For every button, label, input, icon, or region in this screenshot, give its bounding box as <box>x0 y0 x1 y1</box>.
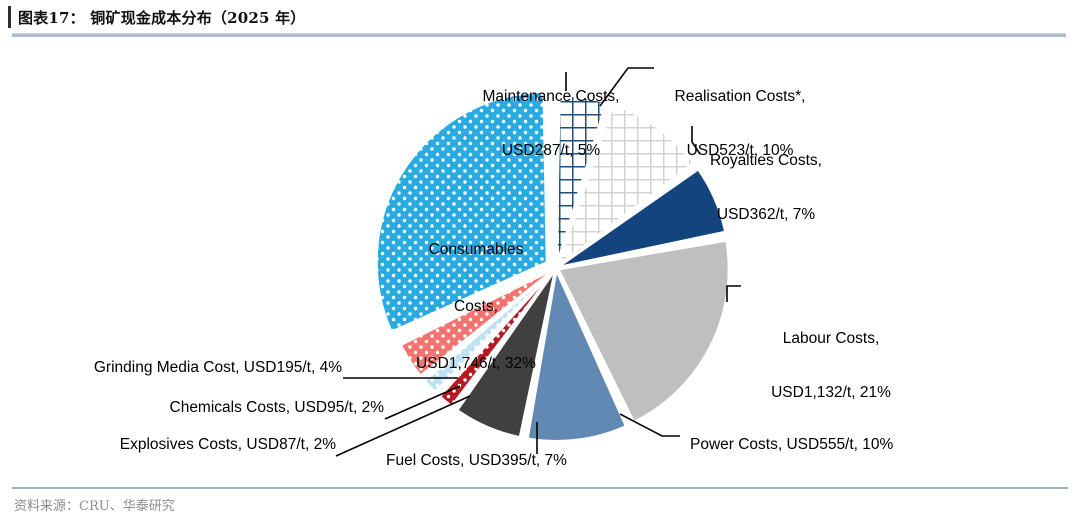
pie-label-explosives-costs: Explosives Costs, USD87/t, 2% <box>119 436 336 453</box>
pie-label-realisation-costs: Realisation Costs*, USD523/t, 10% <box>650 52 830 196</box>
pie-slice-power-costs[interactable] <box>526 267 628 442</box>
footer-divider <box>12 487 1068 489</box>
pie-label-consumables-costs: Consumables Costs, USD1,746/t, 32% <box>388 202 564 411</box>
pie-slice-chemicals-costs[interactable] <box>423 269 555 394</box>
leader-explosives <box>335 395 471 457</box>
pie-label-chemicals-costs: Chemicals Costs, USD95/t, 2% <box>169 399 385 416</box>
pie-chart-plot: Maintenance Costs, USD287/t, 5% Realisat… <box>0 36 1080 486</box>
leader-labour <box>726 285 741 302</box>
leader-chemicals <box>384 385 461 420</box>
leader-realisation <box>599 67 654 107</box>
pie-slice-royalties-costs[interactable] <box>558 168 727 268</box>
pie-label-consumables-line2: Costs, <box>454 298 498 315</box>
pie-label-power-costs: Power Costs, USD555/t, 10% <box>690 436 894 453</box>
pie-slice-fuel-costs[interactable] <box>456 270 556 439</box>
pie-chart-svg <box>335 67 741 457</box>
source-note: 资料来源：CRU、华泰研究 <box>14 499 175 514</box>
pie-label-grinding-media-cost: Grinding Media Cost, USD195/t, 4% <box>93 359 342 376</box>
pie-slice-realisation-costs[interactable] <box>555 103 695 269</box>
pie-label-royalties-costs: Royalties Costs, USD362/t, 7% <box>686 116 846 260</box>
pie-slice-grinding-media-cost[interactable] <box>399 268 555 377</box>
pie-label-realisation-line2: USD523/t, 10% <box>686 142 794 159</box>
page-title: 图表17： 铜矿现金成本分布（2025 年） <box>18 9 306 27</box>
pie-label-royalties-line2: USD362/t, 7% <box>716 206 816 223</box>
pie-label-fuel-costs: Fuel Costs, USD395/t, 7% <box>386 452 567 469</box>
pie-label-realisation-line1: Realisation Costs*, <box>674 88 806 105</box>
leader-power <box>619 413 680 437</box>
figure-header: 图表17： 铜矿现金成本分布（2025 年） <box>0 0 1080 37</box>
title-accent-bar <box>8 6 11 28</box>
pie-label-maintenance-line2: USD287/t, 5% <box>501 142 601 159</box>
pie-label-royalties-line1: Royalties Costs, <box>710 152 822 169</box>
leader-royalties <box>691 126 701 155</box>
pie-label-labour-line2: USD1,132/t, 21% <box>771 384 891 401</box>
pie-label-labour-costs: Labour Costs, USD1,132/t, 21% <box>742 294 920 438</box>
pie-label-labour-line1: Labour Costs, <box>782 330 880 347</box>
pie-slice-maintenance-costs[interactable] <box>555 94 608 266</box>
pie-leader-lines <box>335 67 741 457</box>
pie-slice-labour-costs[interactable] <box>557 239 730 424</box>
pie-slices <box>375 91 730 442</box>
pie-slice-consumables-costs[interactable] <box>375 91 548 333</box>
pie-slice-explosives-costs[interactable] <box>438 269 555 408</box>
pie-label-maintenance-costs: Maintenance Costs, USD287/t, 5% <box>456 52 646 196</box>
header-divider <box>12 33 1066 37</box>
pie-label-consumables-line3: USD1,746/t, 32% <box>416 355 536 372</box>
pie-label-maintenance-line1: Maintenance Costs, <box>482 88 620 105</box>
pie-label-consumables-line1: Consumables <box>428 241 524 258</box>
